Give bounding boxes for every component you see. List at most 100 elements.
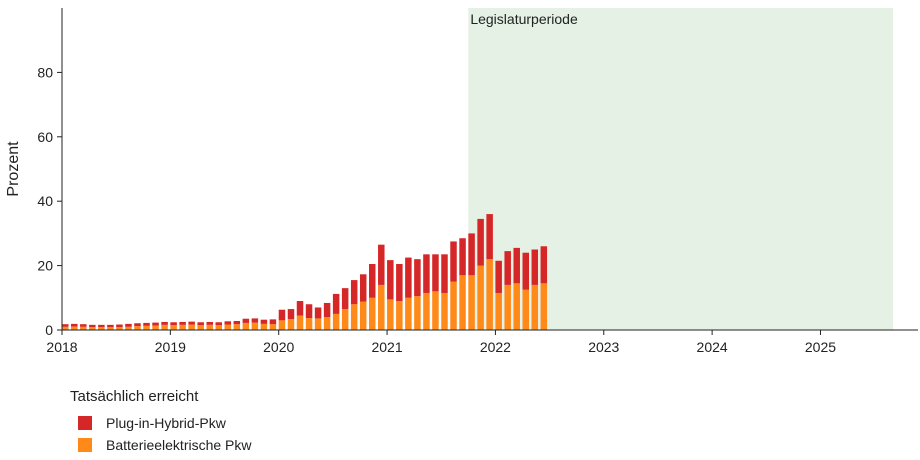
bar-bev-2018-03 [80,326,87,330]
bar-phev-2019-01 [170,322,177,326]
bar-phev-2019-12 [269,319,277,325]
bar-phev-2019-08 [233,320,241,325]
bar-phev-2018-04 [89,324,96,328]
bar-bev-2020-07 [332,313,340,330]
y-tick-label-40: 40 [37,193,53,209]
bar-bev-2018-10 [143,325,150,330]
bar-bev-2019-09 [242,322,250,330]
bar-phev-2021-09 [459,238,466,276]
bar-phev-2018-06 [107,324,114,328]
bar-bev-2022-01 [495,292,502,330]
bar-phev-2019-05 [206,321,213,325]
bar-phev-2020-12 [378,244,385,285]
bar-bev-2018-09 [134,326,141,330]
bar-bev-2019-02 [179,324,186,330]
bar-phev-2018-10 [143,322,150,326]
bar-bev-2020-05 [314,318,322,330]
bar-bev-2021-11 [477,265,484,330]
bars [62,214,548,330]
bar-bev-2019-08 [233,324,241,330]
bar-phev-2020-11 [369,263,376,298]
bar-phev-2022-03 [513,247,520,284]
bar-phev-2020-02 [287,309,295,320]
bar-bev-2019-04 [197,325,204,330]
bar-phev-2022-05 [531,249,539,285]
bar-phev-2022-02 [504,251,511,285]
x-tick-label-2022: 2022 [480,339,511,355]
bar-bev-2020-06 [323,317,331,330]
legend-label-phev: Plug-in-Hybrid-Pkw [106,415,226,431]
bar-phev-2021-11 [477,218,484,266]
bar-phev-2022-04 [522,252,530,290]
legend-title: Tatsächlich erreicht [70,388,199,405]
y-axis-title: Prozent [5,141,22,197]
bar-phev-2018-08 [125,323,132,327]
bar-phev-2020-01 [278,309,286,321]
bar-bev-2019-03 [188,324,195,330]
legislative-period-label: Legislaturperiode [470,11,578,27]
bar-bev-2019-01 [170,325,177,330]
bar-bev-2021-10 [468,275,475,330]
bar-bev-2019-10 [251,322,259,330]
bar-bev-2021-04 [414,296,421,330]
bar-phev-2020-09 [350,280,358,305]
bar-phev-2019-11 [260,319,268,324]
bar-bev-2020-03 [296,315,304,330]
bar-phev-2021-02 [396,263,403,302]
x-tick-label-2023: 2023 [588,339,619,355]
bar-phev-2018-11 [152,322,159,326]
bar-phev-2021-10 [468,233,475,276]
bar-bev-2018-08 [125,326,132,330]
bar-phev-2020-03 [296,301,304,316]
bar-phev-2021-05 [423,254,430,293]
bar-bev-2020-01 [278,320,286,330]
y-tick-label-60: 60 [37,129,53,145]
bar-bev-2021-09 [459,275,466,330]
legend-label-bev: Batterieelektrische Pkw [106,437,252,453]
bar-bev-2020-12 [378,284,385,330]
bar-phev-2018-07 [116,324,123,328]
bar-bev-2020-08 [341,309,349,330]
bar-bev-2019-05 [206,324,213,330]
chart: Legislaturperiode 0 20 40 60 80 2018 2019 2020 2… [5,8,918,355]
x-tick-label-2025: 2025 [805,339,836,355]
bar-bev-2022-04 [522,289,530,330]
bar-bev-2020-10 [359,301,367,330]
bar-bev-2018-07 [116,327,123,330]
bar-phev-2019-06 [215,322,223,326]
x-tick-label-2020: 2020 [263,339,294,355]
bar-phev-2018-03 [80,324,87,327]
bar-bev-2019-12 [269,324,277,330]
legend-item-bev: Batterieelektrische Pkw [78,434,252,456]
bar-phev-2020-05 [314,307,322,319]
bar-phev-2020-10 [359,274,367,302]
axes: 0 20 40 60 80 2018 2019 2020 2021 2022 2023 2024 202… [37,8,918,355]
bar-phev-2020-07 [332,293,340,314]
bar-bev-2021-12 [486,259,493,330]
bar-phev-2018-12 [161,321,168,325]
bar-bev-2019-11 [260,323,268,330]
legend-swatch-bev [78,438,92,452]
bar-phev-2022-01 [495,260,502,293]
bar-bev-2021-07 [441,292,448,330]
bar-phev-2021-06 [432,254,439,292]
bar-phev-2019-07 [224,321,232,325]
legislative-period-band [468,8,894,330]
bar-bev-2020-04 [305,318,313,330]
bar-phev-2019-03 [188,321,195,325]
bar-bev-2021-05 [423,292,430,330]
legend-item-phev: Plug-in-Hybrid-Pkw [78,412,252,434]
bar-bev-2020-02 [287,319,295,330]
bar-bev-2022-06 [540,283,548,330]
bar-bev-2018-05 [98,327,105,330]
bar-bev-2019-06 [215,325,223,330]
bar-phev-2019-04 [197,322,204,326]
bar-bev-2019-07 [224,324,232,330]
bar-phev-2021-01 [387,260,394,300]
bar-phev-2018-01 [62,324,69,327]
bar-bev-2021-08 [450,281,457,330]
bar-bev-2018-12 [161,324,168,330]
y-tick-label-80: 80 [37,64,53,80]
bar-phev-2018-09 [134,323,141,327]
x-tick-label-2019: 2019 [155,339,186,355]
